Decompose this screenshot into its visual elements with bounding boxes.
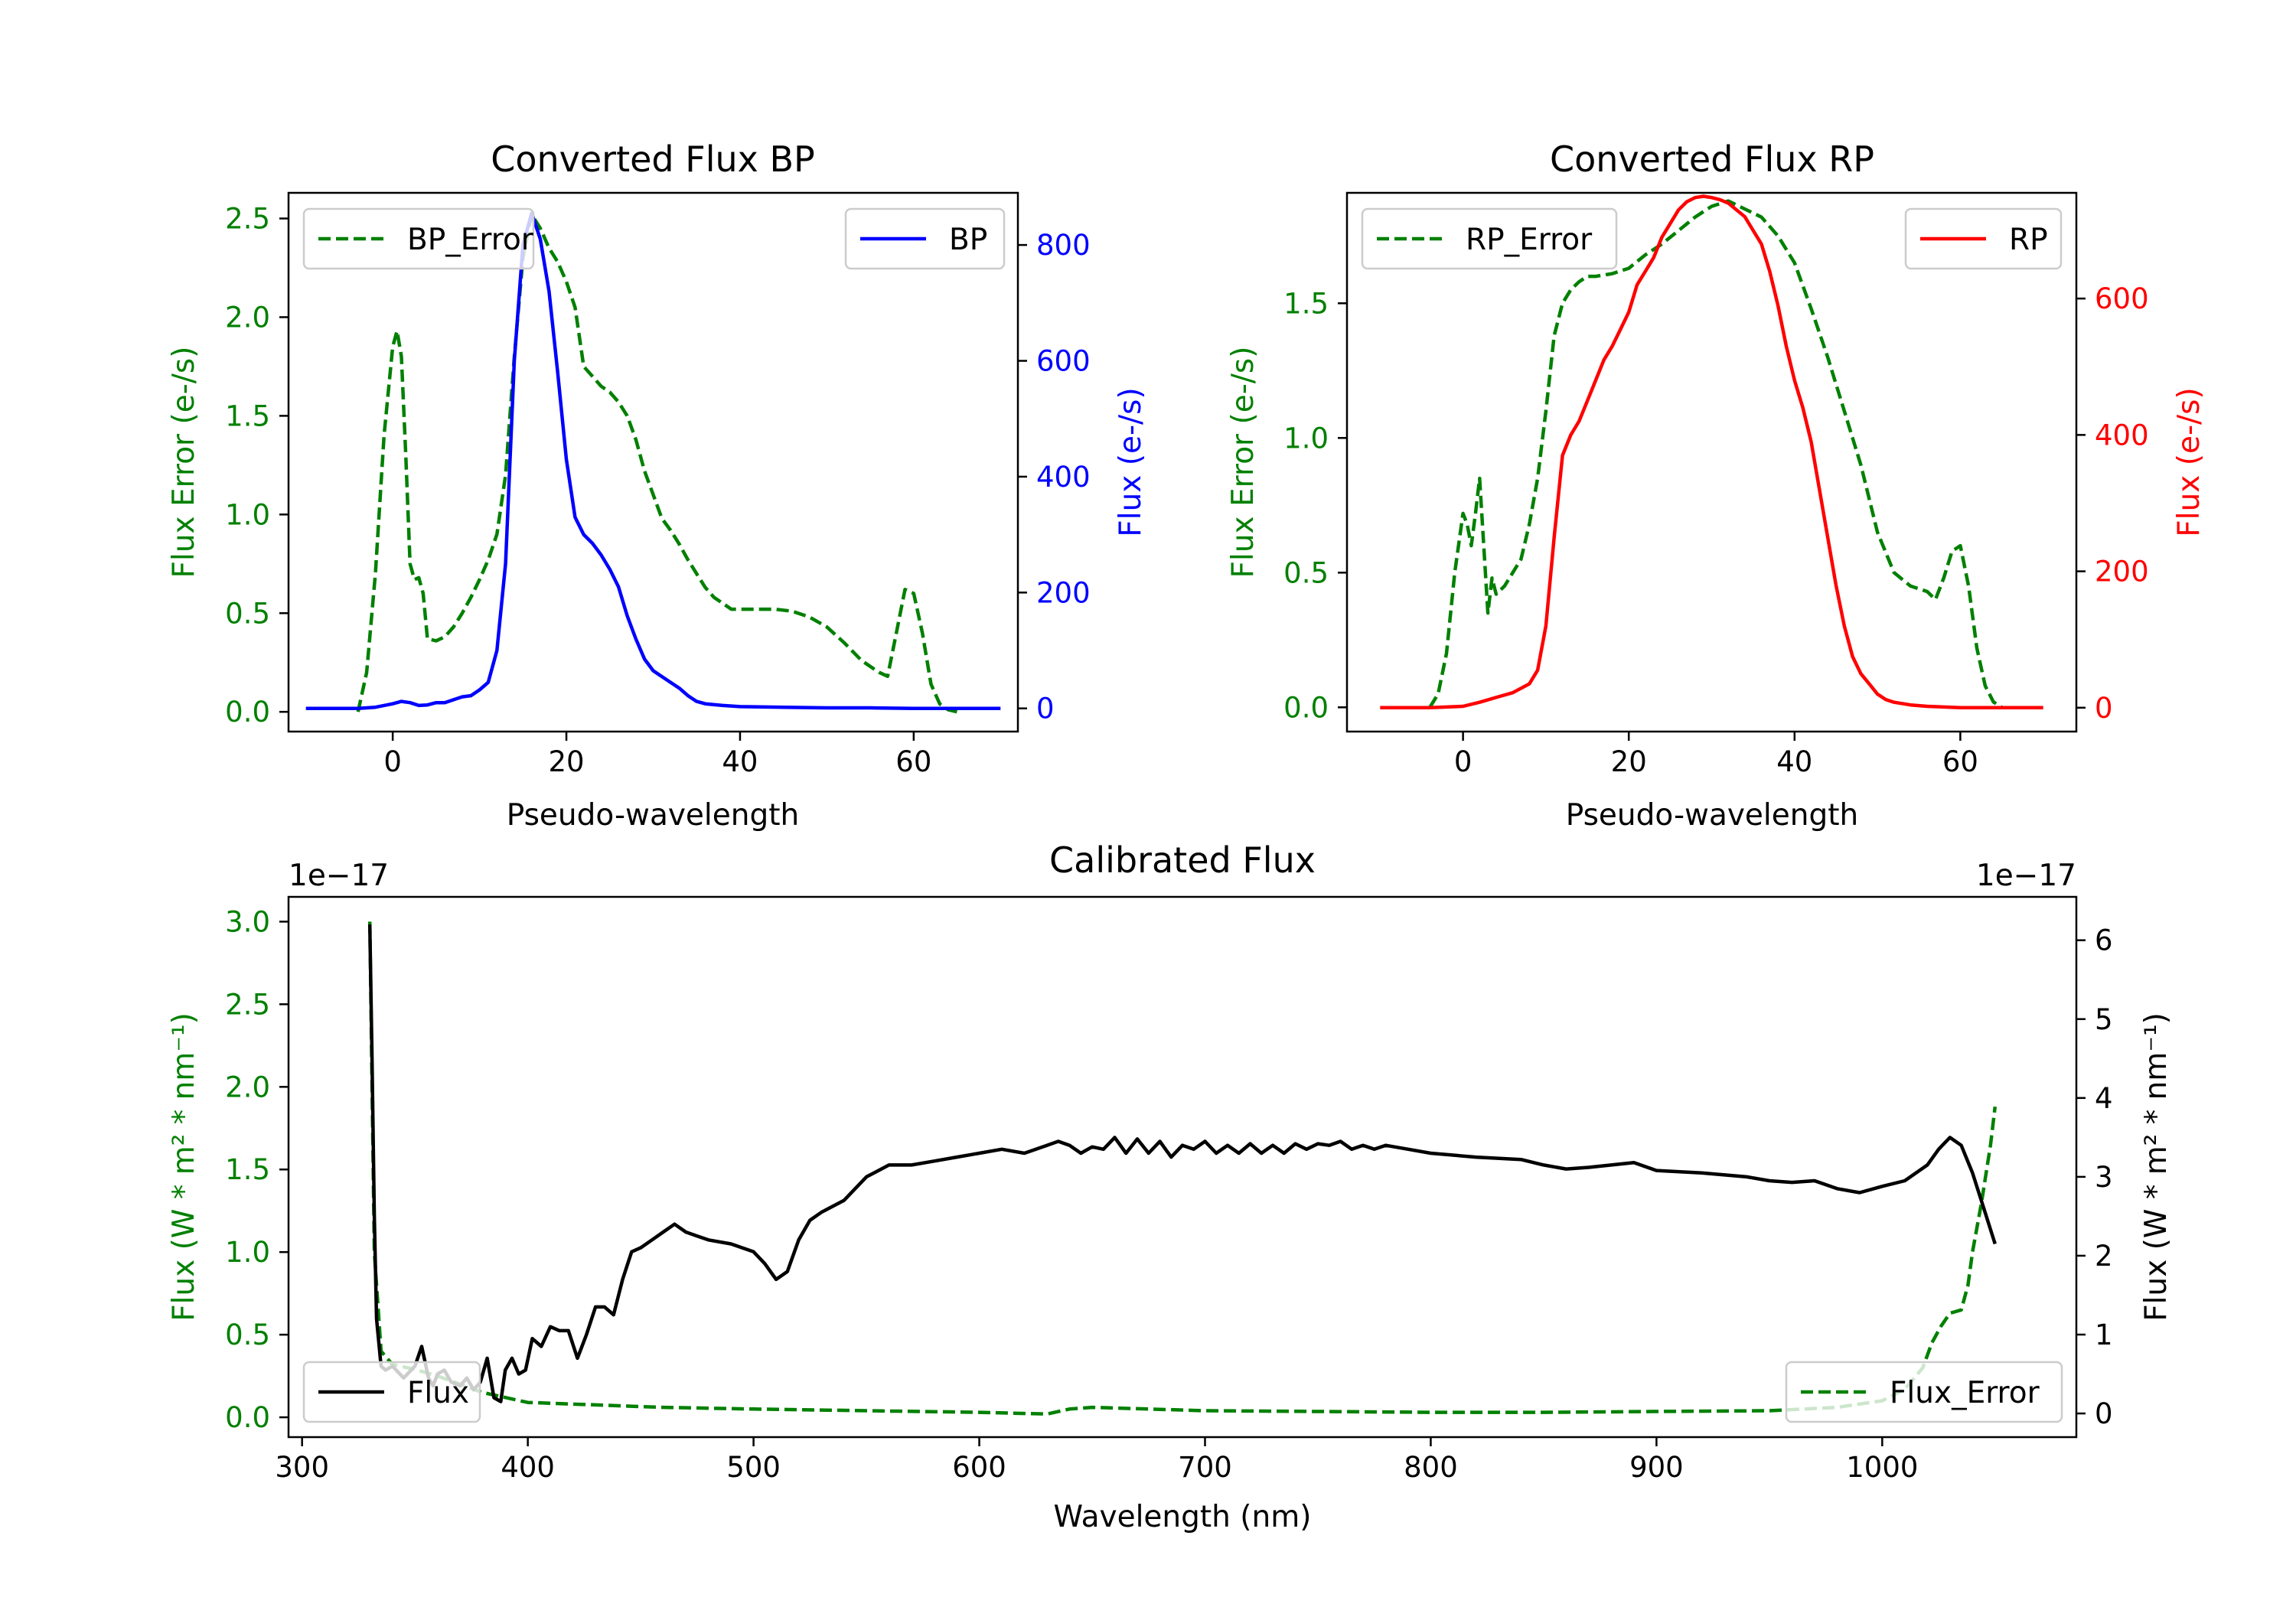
rp-title: Converted Flux RP [1550, 139, 1874, 180]
cal-y-left-tick-label: 1.5 [225, 1153, 270, 1186]
rp-legend-left: RP_Error [1361, 207, 1618, 270]
bp-y-left-tick-label: 0.0 [225, 696, 270, 729]
bp-x-tick-label: 60 [895, 745, 931, 778]
bp-y-right-tick-label: 400 [1036, 461, 1091, 494]
rp-x-ticks: 0 20 40 60 [1454, 732, 1978, 778]
rp-y-ticks-right: 0 200 400 600 [2076, 282, 2149, 725]
bp-y-left-tick-label: 2.0 [225, 301, 270, 334]
cal-x-tick-label: 700 [1178, 1451, 1232, 1484]
bp-title: Converted Flux BP [491, 139, 815, 180]
cal-y-ticks-left: 0.0 0.5 1.0 1.5 2.0 2.5 3.0 [225, 905, 289, 1434]
rp-axes-frame [1345, 191, 2078, 733]
bp-x-tick-label: 40 [722, 745, 758, 778]
rp-series-rp [1380, 194, 2043, 710]
rp-y-left-tick-label: 1.5 [1283, 287, 1329, 320]
rp-x-tick-label: 60 [1942, 745, 1978, 778]
rp-y-right-tick-label: 600 [2095, 282, 2149, 315]
rp-x-tick-label: 0 [1454, 745, 1473, 778]
bp-y-ticks-right: 0 200 400 600 800 [1018, 229, 1091, 725]
bp-legend-right: BP [844, 207, 1006, 270]
cal-y-left-tick-label: 1.0 [225, 1236, 270, 1269]
bp-y-left-tick-label: 1.5 [225, 399, 270, 432]
calibrated-panel: Calibrated Flux 1e−17 1e−17 300 400 500 600… [167, 839, 2174, 1534]
rp-y-right-tick-label: 200 [2095, 556, 2149, 588]
rp-y-left-tick-label: 1.0 [1283, 422, 1329, 455]
bp-x-tick-label: 0 [383, 745, 402, 778]
bp-x-tick-label: 20 [549, 745, 585, 778]
bp-y-ticks-left: 0.0 0.5 1.0 1.5 2.0 2.5 [225, 203, 289, 729]
cal-legend-right: Flux_Error [1785, 1361, 2063, 1423]
bp-y-axis-label-right: Flux (e-/s) [1114, 387, 1148, 536]
rp-series-rp-error [1428, 199, 2003, 709]
rp-legend-left-label: RP_Error [1466, 223, 1593, 257]
cal-y-right-tick-label: 0 [2095, 1397, 2113, 1430]
bp-y-left-tick-label: 0.5 [225, 597, 270, 630]
rp-y-right-tick-label: 0 [2095, 692, 2113, 725]
bp-y-left-tick-label: 1.0 [225, 498, 270, 531]
rp-panel: Converted Flux RP 0 20 40 60 0.0 0.5 1.0 1.5 0… [1226, 139, 2206, 833]
rp-x-tick-label: 20 [1611, 745, 1647, 778]
cal-x-ticks: 300 400 500 600 700 800 900 1000 [275, 1437, 1918, 1484]
rp-x-axis-label: Pseudo-wavelength [1566, 798, 1858, 833]
cal-y-right-tick-label: 1 [2095, 1319, 2113, 1351]
cal-y-ticks-right: 0 1 2 3 4 5 6 [2076, 924, 2113, 1430]
cal-y-right-tick-label: 3 [2095, 1161, 2113, 1194]
bp-y-axis-label-left: Flux Error (e-/s) [167, 347, 201, 579]
cal-y-right-tick-label: 2 [2095, 1240, 2113, 1273]
cal-y-left-tick-label: 3.0 [225, 905, 270, 938]
bp-legend-left: BP_Error [302, 207, 535, 270]
rp-y-axis-label-left: Flux Error (e-/s) [1226, 347, 1261, 579]
bp-y-right-tick-label: 200 [1036, 576, 1091, 609]
cal-x-tick-label: 400 [501, 1451, 555, 1484]
bp-series-bp-error [356, 213, 958, 714]
rp-y-right-tick-label: 400 [2095, 419, 2149, 451]
cal-y-left-tick-label: 0.0 [225, 1401, 270, 1434]
bp-legend-left-label: BP_Error [407, 223, 534, 257]
cal-x-tick-label: 1000 [1846, 1451, 1918, 1484]
rp-y-left-tick-label: 0.0 [1283, 691, 1329, 724]
cal-axes-frame [287, 895, 2078, 1439]
cal-x-axis-label: Wavelength (nm) [1054, 1500, 1312, 1534]
bp-y-right-tick-label: 600 [1036, 345, 1091, 378]
bp-y-right-tick-label: 800 [1036, 229, 1091, 262]
bp-y-right-tick-label: 0 [1036, 693, 1055, 725]
cal-offset-left: 1e−17 [289, 859, 389, 893]
rp-x-tick-label: 40 [1776, 745, 1812, 778]
rp-y-ticks-left: 0.0 0.5 1.0 1.5 [1283, 287, 1347, 724]
bp-legend-right-label: BP [949, 223, 987, 257]
cal-x-tick-label: 600 [952, 1451, 1006, 1484]
cal-y-right-tick-label: 6 [2095, 924, 2113, 957]
cal-y-axis-label-right: Flux (W * m² * nm⁻¹) [2139, 1012, 2174, 1322]
rp-legend-right: RP [1904, 207, 2063, 270]
cal-series-flux [367, 924, 1997, 1403]
bp-axes-frame [287, 191, 1019, 733]
cal-y-right-tick-label: 4 [2095, 1082, 2113, 1115]
cal-legend-right-label: Flux_Error [1890, 1376, 2040, 1410]
bp-series-bp [305, 211, 1001, 710]
cal-y-right-tick-label: 5 [2095, 1003, 2113, 1036]
cal-title: Calibrated Flux [1049, 839, 1316, 881]
bp-y-left-tick-label: 2.5 [225, 203, 270, 236]
cal-offset-right: 1e−17 [1976, 859, 2076, 893]
cal-x-tick-label: 800 [1404, 1451, 1458, 1484]
rp-y-left-tick-label: 0.5 [1283, 556, 1329, 589]
rp-y-axis-label-right: Flux (e-/s) [2172, 387, 2206, 536]
cal-y-left-tick-label: 2.0 [225, 1071, 270, 1103]
cal-y-axis-label-left: Flux (W * m² * nm⁻¹) [167, 1012, 201, 1322]
bp-panel: Converted Flux BP 0 20 40 60 0.0 0.5 1.0 1.5 2.… [167, 139, 1148, 833]
bp-plot-area [305, 211, 1001, 714]
cal-x-tick-label: 300 [275, 1451, 329, 1484]
rp-legend-right-label: RP [2009, 223, 2048, 257]
bp-x-axis-label: Pseudo-wavelength [507, 798, 799, 833]
cal-legend-left: Flux [302, 1361, 481, 1423]
cal-legend-left-label: Flux [407, 1376, 469, 1410]
cal-y-left-tick-label: 2.5 [225, 988, 270, 1021]
cal-x-tick-label: 900 [1629, 1451, 1684, 1484]
cal-x-tick-label: 500 [726, 1451, 781, 1484]
rp-plot-area [1380, 194, 2043, 710]
cal-y-left-tick-label: 0.5 [225, 1319, 270, 1351]
bp-x-ticks: 0 20 40 60 [383, 732, 931, 778]
